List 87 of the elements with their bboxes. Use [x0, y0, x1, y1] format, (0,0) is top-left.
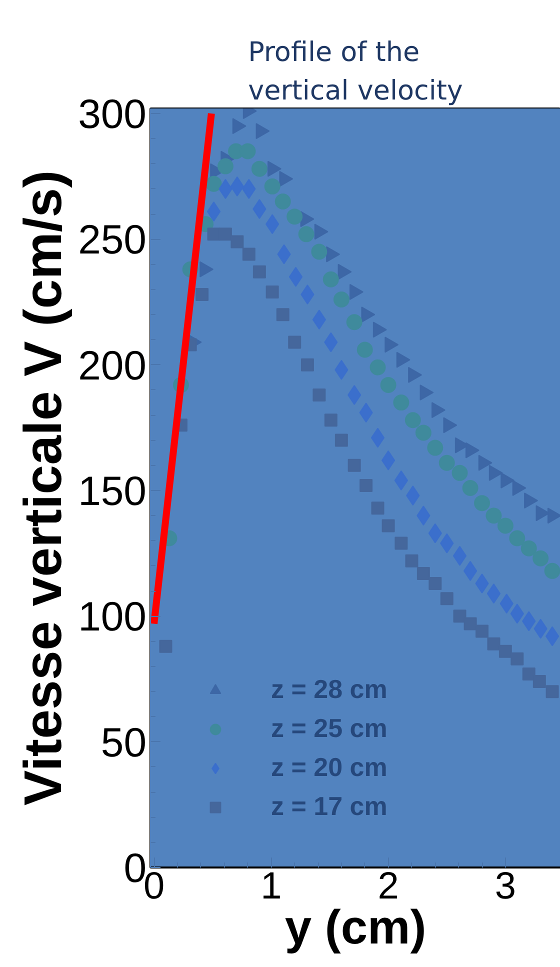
point: [348, 458, 361, 472]
point: [532, 550, 549, 566]
point: [427, 440, 444, 456]
point: [547, 508, 560, 524]
point: [251, 160, 268, 177]
point: [393, 394, 410, 411]
point: [382, 519, 395, 532]
point: [360, 478, 373, 492]
point: [242, 248, 256, 261]
y-tick-label: 100: [78, 594, 147, 640]
point: [347, 385, 362, 406]
point: [276, 308, 290, 322]
point: [486, 584, 501, 604]
point: [438, 454, 455, 471]
x-tick-label: 1: [260, 866, 282, 908]
legend-label: z = 20 cm: [271, 752, 388, 783]
point: [405, 554, 418, 568]
point: [300, 358, 314, 372]
point: [453, 610, 466, 623]
point: [333, 292, 350, 308]
point: [298, 226, 314, 242]
y-tick-label: 200: [78, 342, 147, 388]
y-tick-label: 150: [78, 468, 147, 514]
point: [476, 624, 489, 638]
point: [252, 265, 266, 278]
point: [486, 508, 502, 524]
point: [371, 502, 384, 515]
point: [312, 310, 326, 330]
point: [544, 562, 560, 579]
point: [380, 376, 396, 393]
point: [416, 566, 430, 580]
point: [394, 470, 408, 490]
point: [440, 592, 454, 606]
point: [266, 285, 279, 298]
point: [206, 202, 221, 222]
y-tick-label: 50: [100, 719, 147, 766]
legend-label: z = 17 cm: [271, 791, 388, 822]
point: [274, 194, 291, 210]
point: [520, 540, 537, 556]
point: [497, 518, 514, 534]
point: [370, 428, 385, 448]
point: [265, 214, 280, 234]
point: [498, 644, 512, 658]
point: [206, 176, 222, 192]
point: [545, 626, 560, 646]
point: [370, 359, 386, 376]
point: [452, 546, 467, 566]
point: [428, 577, 442, 590]
point: [230, 235, 244, 248]
point: [159, 640, 172, 653]
point: [394, 536, 408, 550]
point: [546, 685, 559, 698]
point: [463, 560, 478, 581]
point: [464, 617, 477, 630]
point: [522, 667, 536, 680]
y-tick-label: 250: [78, 216, 147, 263]
y-tick-label: 300: [78, 91, 147, 138]
point: [288, 336, 302, 349]
point: [381, 450, 396, 470]
legend-label: z = 28 cm: [271, 674, 388, 705]
point: [532, 675, 546, 688]
point: [322, 271, 339, 288]
point: [487, 637, 500, 650]
point: [474, 495, 490, 512]
point: [286, 208, 303, 225]
point: [218, 228, 232, 241]
point: [452, 464, 468, 481]
x-tick-label: 3: [494, 866, 516, 908]
point: [311, 244, 328, 260]
point: [356, 342, 373, 358]
point: [217, 158, 234, 174]
point: [462, 480, 478, 496]
point: [312, 388, 326, 402]
point: [415, 424, 432, 441]
y-axis-title: Vitesse verticale V (cm/s): [14, 170, 74, 806]
point: [196, 288, 209, 301]
legend-label: z = 25 cm: [271, 713, 388, 744]
point: [509, 530, 526, 546]
point: [510, 652, 524, 666]
point: [334, 434, 348, 447]
point: [404, 412, 421, 428]
point: [288, 266, 303, 287]
point: [230, 176, 244, 196]
point: [264, 178, 280, 194]
point: [324, 414, 338, 427]
chart-title: Profile of the vertical velocity: [248, 36, 463, 106]
point: [346, 314, 362, 330]
